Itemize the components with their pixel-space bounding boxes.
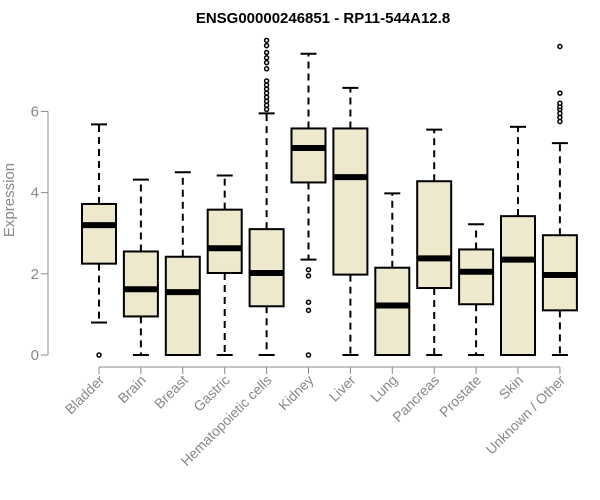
y-axis-label: Expression (1, 163, 18, 237)
outlier-point (96, 352, 102, 358)
chart-title: ENSG00000246851 - RP11-544A12.8 (196, 10, 450, 27)
box-group (164, 171, 201, 356)
box-group (122, 178, 159, 356)
y-tick-label: 6 (31, 103, 39, 120)
iqr-box (458, 248, 495, 306)
iqr-box (164, 255, 201, 356)
outlier-point (305, 266, 312, 273)
outlier-point (263, 42, 270, 49)
outlier-point (305, 273, 312, 279)
boxes-group (81, 37, 578, 358)
iqr-box (290, 127, 327, 184)
outlier-point (305, 299, 312, 305)
box-group (81, 123, 117, 358)
outlier-point (263, 49, 270, 56)
x-tick-label: Lung (367, 372, 400, 405)
iqr-box (332, 127, 369, 276)
iqr-box (206, 208, 243, 274)
axes-group: 0 2 4 6 (31, 103, 560, 368)
box-group (206, 174, 243, 356)
iqr-box (416, 180, 453, 290)
box-group (332, 86, 369, 356)
outlier-point (263, 55, 270, 61)
box-group (500, 125, 536, 356)
outlier-point (305, 352, 312, 358)
box-group (541, 43, 578, 356)
box-group (416, 128, 453, 356)
outlier-point (557, 90, 563, 96)
y-tick-label: 2 (31, 266, 39, 283)
x-tick-label: Kidney (275, 372, 317, 414)
box-group (290, 52, 327, 358)
outlier-point (557, 43, 563, 50)
iqr-box (248, 228, 285, 308)
box-group (248, 37, 285, 356)
iqr-box (500, 215, 536, 356)
y-tick-label: 4 (31, 185, 39, 202)
iqr-box (81, 202, 117, 265)
x-tick-label: Prostate (436, 372, 484, 420)
outlier-point (263, 78, 270, 84)
outlier-point (263, 59, 270, 66)
box-group (374, 192, 411, 356)
iqr-box (122, 250, 159, 318)
x-tick-label: Pancreas (389, 372, 442, 425)
y-tick-label: 0 (31, 347, 39, 364)
outlier-point (263, 66, 270, 72)
x-tick-label: Liver (326, 372, 359, 405)
x-tick-label: Bladder (62, 372, 108, 418)
box-group (458, 223, 495, 356)
x-tick-label: Breast (151, 372, 191, 412)
x-tick-label: Skin (496, 372, 527, 403)
outlier-point (305, 307, 312, 314)
x-tick-label: Brain (115, 372, 149, 406)
outlier-point (557, 100, 563, 107)
x-tick-label: Unknown / Other (482, 372, 568, 458)
iqr-box (374, 266, 411, 356)
outlier-point (263, 37, 270, 44)
